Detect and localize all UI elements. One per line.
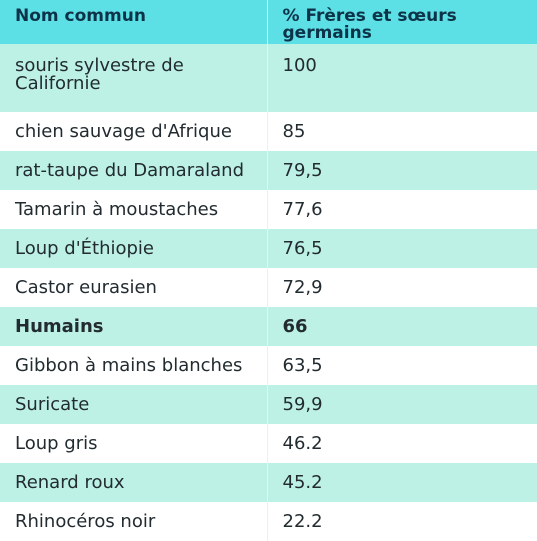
- column-header-sibling-percent: % Frères et sœurs germains: [266, 0, 537, 44]
- table-row: Gibbon à mains blanches 63,5: [0, 346, 537, 385]
- cell-sibling-percent: 100: [266, 44, 537, 112]
- cell-common-name: chien sauvage d'Afrique: [0, 112, 267, 151]
- table-row: Loup d'Éthiopie 76,5: [0, 229, 537, 268]
- table-row: chien sauvage d'Afrique 85: [0, 112, 537, 151]
- column-header-common-name: Nom commun: [0, 0, 267, 44]
- cell-common-name: Rhinocéros noir: [0, 502, 267, 541]
- table-row-highlighted: Humains 66: [0, 307, 537, 346]
- table-row: Loup gris 46.2: [0, 424, 537, 463]
- cell-common-name: Gibbon à mains blanches: [0, 346, 267, 385]
- cell-common-name: Loup d'Éthiopie: [0, 229, 267, 268]
- cell-sibling-percent: 85: [266, 112, 537, 151]
- cell-common-name: Renard roux: [0, 463, 267, 502]
- cell-sibling-percent: 45.2: [266, 463, 537, 502]
- cell-common-name: souris sylvestre de Californie: [0, 44, 267, 112]
- cell-common-name: Humains: [0, 307, 267, 346]
- cell-common-name: rat-taupe du Damaraland: [0, 151, 267, 190]
- cell-sibling-percent: 46.2: [266, 424, 537, 463]
- cell-sibling-percent: 72,9: [266, 268, 537, 307]
- cell-common-name: Suricate: [0, 385, 267, 424]
- table-row: Rhinocéros noir 22.2: [0, 502, 537, 541]
- table-row: Renard roux 45.2: [0, 463, 537, 502]
- table-header-row: Nom commun % Frères et sœurs germains: [0, 0, 537, 44]
- cell-sibling-percent: 76,5: [266, 229, 537, 268]
- cell-sibling-percent: 77,6: [266, 190, 537, 229]
- table-row: rat-taupe du Damaraland 79,5: [0, 151, 537, 190]
- cell-sibling-percent: 66: [266, 307, 537, 346]
- table-row: Tamarin à moustaches 77,6: [0, 190, 537, 229]
- cell-sibling-percent: 22.2: [266, 502, 537, 541]
- cell-sibling-percent: 79,5: [266, 151, 537, 190]
- table-row: Suricate 59,9: [0, 385, 537, 424]
- cell-common-name: Loup gris: [0, 424, 267, 463]
- cell-sibling-percent: 59,9: [266, 385, 537, 424]
- cell-sibling-percent: 63,5: [266, 346, 537, 385]
- table-row: souris sylvestre de Californie 100: [0, 44, 537, 112]
- table-row: Castor eurasien 72,9: [0, 268, 537, 307]
- cell-common-name: Tamarin à moustaches: [0, 190, 267, 229]
- cell-common-name: Castor eurasien: [0, 268, 267, 307]
